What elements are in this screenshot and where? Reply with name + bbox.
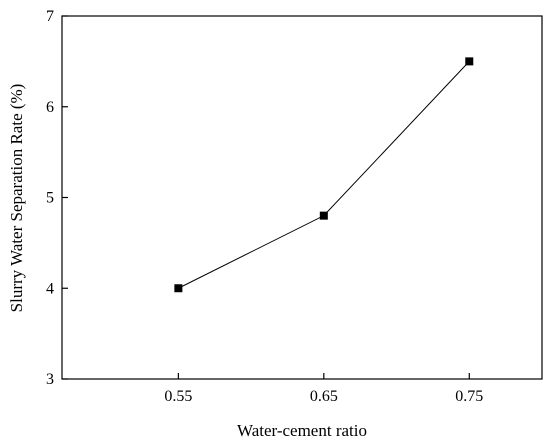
y-tick-label: 5: [46, 190, 54, 207]
x-axis-ticks: 0.55 0.65 0.75: [164, 373, 483, 405]
y-tick-label: 4: [46, 280, 54, 297]
x-axis-title: Water-cement ratio: [237, 421, 367, 440]
data-point: [465, 57, 474, 66]
y-axis-ticks: 3 4 5 6 7: [46, 8, 68, 388]
y-tick-label: 6: [46, 99, 54, 116]
x-tick-label: 0.55: [164, 388, 192, 405]
plot-area-border: [61, 15, 543, 380]
series-group: [174, 57, 474, 293]
x-tick-label: 0.65: [310, 388, 338, 405]
x-tick-label: 0.75: [455, 388, 483, 405]
plot-frame: [61, 15, 543, 380]
y-tick-label: 3: [46, 371, 54, 388]
data-point: [174, 284, 183, 293]
y-axis-title: Slurry Water Separation Rate (%): [7, 84, 26, 313]
y-tick-label: 7: [46, 8, 54, 25]
series-line: [178, 61, 470, 289]
data-point: [319, 211, 328, 220]
